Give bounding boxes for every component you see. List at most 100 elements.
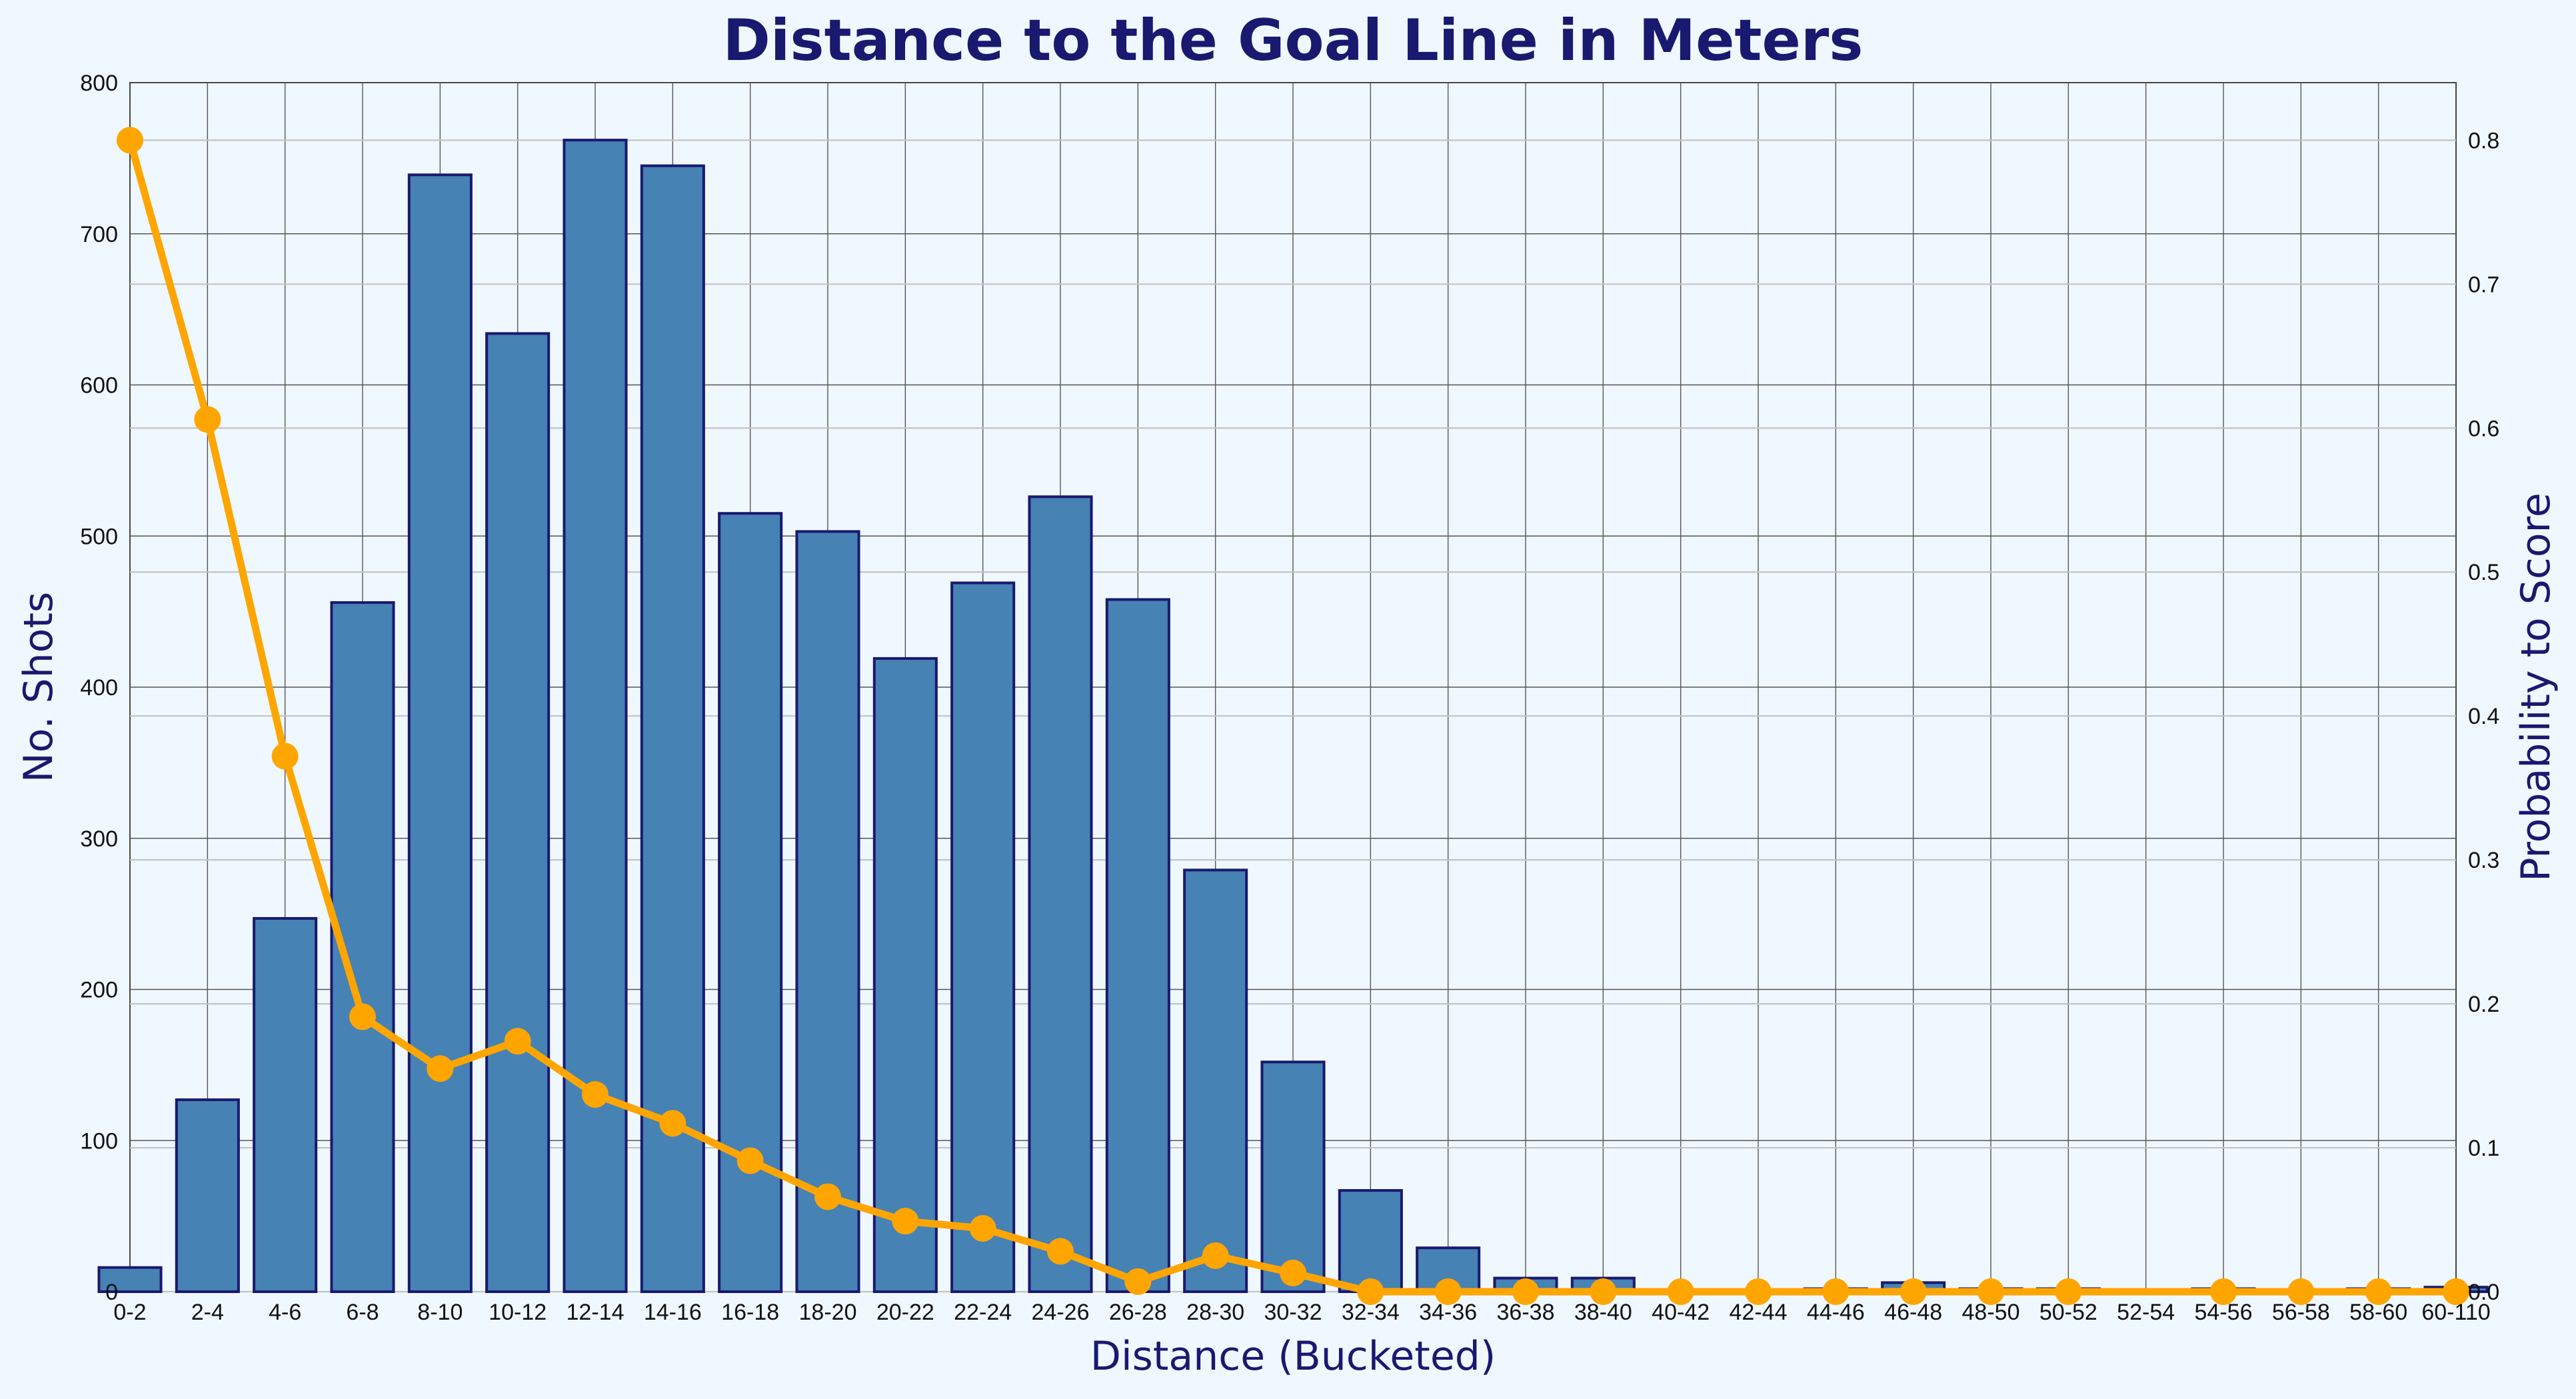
x-tick-label: 6-8 [346,1300,379,1325]
right-y-tick-label: 0.8 [2468,128,2499,153]
bar [1105,598,1170,1293]
bar [97,1266,163,1293]
x-tick-label: 56-58 [2272,1300,2330,1325]
x-tick-label: 48-50 [1962,1300,2020,1325]
x-tick-label: 50-52 [2039,1300,2097,1325]
line-point [659,1110,686,1137]
right-y-tick-label: 0.3 [2468,848,2499,873]
left-y-tick-label: 800 [80,71,118,96]
bar [872,657,938,1293]
line-point [2287,1278,2315,1305]
line-point [736,1147,764,1174]
right-y-axis-label: Probability to Score [2513,493,2559,882]
x-tick-label: 46-48 [1884,1300,1942,1325]
x-tick-label: 14-16 [644,1300,702,1325]
right-y-tick-label: 0.0 [2468,1280,2499,1305]
right-y-tick-label: 0.1 [2468,1136,2499,1161]
line-point [1512,1278,1539,1305]
bar [175,1098,240,1293]
x-tick-label: 40-42 [1652,1300,1710,1325]
x-tick-label: 52-54 [2117,1300,2175,1325]
x-tick-label: 10-12 [489,1300,547,1325]
x-tick-label: 32-34 [1342,1300,1400,1325]
x-axis-label: Distance (Bucketed) [1090,1333,1496,1380]
x-tick-label: 44-46 [1807,1300,1865,1325]
left-y-axis-label: No. Shots [15,592,62,782]
x-tick-label: 34-36 [1419,1300,1477,1325]
line-point [1745,1278,1772,1305]
right-y-tick-label: 0.6 [2468,416,2499,441]
line-point [1822,1278,1850,1305]
line-point [1434,1278,1462,1305]
line-point [1047,1238,1074,1265]
line-point [1280,1259,1306,1286]
x-tick-label: 54-56 [2195,1300,2253,1325]
x-tick-label: 58-60 [2349,1300,2407,1325]
bar [1183,868,1248,1294]
line-point [1357,1278,1384,1305]
x-tick-label: 36-38 [1497,1300,1555,1325]
bar [795,530,860,1293]
line-point [194,406,221,433]
left-y-tick-labels: 0 100 200 300 400 500 600 700 800 [80,71,118,1305]
x-tick-label: 38-40 [1574,1300,1632,1325]
line-point [2055,1278,2082,1305]
bar [640,164,705,1293]
line-point [1124,1268,1152,1295]
x-tick-label: 26-28 [1109,1300,1167,1325]
x-tick-label: 8-10 [417,1300,463,1325]
line-point [1202,1242,1229,1270]
bar [407,173,473,1293]
line-point [2210,1278,2237,1305]
line-point [117,127,143,154]
bar [563,139,628,1293]
line-series [117,127,2469,1305]
line-point [2443,1278,2469,1305]
right-y-tick-labels: 0.0 0.1 0.2 0.3 0.4 0.5 0.6 0.7 0.8 [2468,128,2499,1305]
right-y-tick-label: 0.5 [2468,560,2499,585]
x-tick-label: 42-44 [1730,1300,1788,1325]
left-y-tick-label: 500 [80,524,118,549]
x-tick-label: 22-24 [954,1300,1012,1325]
left-y-tick-label: 0 [105,1280,118,1305]
x-tick-label: 16-18 [721,1300,779,1325]
left-y-tick-label: 700 [80,222,118,247]
chart-title: Distance to the Goal Line in Meters [723,7,1864,74]
bar [1338,1189,1403,1294]
bar [1028,495,1093,1293]
bar [253,916,318,1293]
left-y-tick-label: 100 [80,1128,118,1154]
line-point [1977,1278,2004,1305]
x-tick-labels: 0-2 2-4 4-6 6-8 8-10 10-12 12-14 14-16 16-18 18-2… [113,1300,2490,1325]
x-tick-label: 18-20 [799,1300,857,1325]
x-tick-label: 2-4 [191,1300,224,1325]
line-point [504,1028,531,1055]
x-tick-label: 4-6 [269,1300,301,1325]
left-y-tick-label: 300 [80,826,118,852]
line-point [271,742,299,770]
x-tick-label: 12-14 [567,1300,625,1325]
line-point [892,1208,919,1235]
line-point [582,1081,609,1108]
x-tick-label: 0-2 [113,1300,146,1325]
right-y-tick-label: 0.2 [2468,992,2499,1017]
x-tick-label: 60-110 [2421,1300,2490,1325]
line-point [427,1055,454,1082]
right-y-tick-label: 0.7 [2468,272,2499,297]
line-point [2365,1278,2392,1305]
line-point [1667,1278,1694,1305]
x-tick-label: 24-26 [1032,1300,1090,1325]
x-tick-label: 20-22 [876,1300,934,1325]
right-y-tick-label: 0.4 [2468,704,2499,729]
left-y-tick-label: 600 [80,373,118,399]
x-tick-label: 30-32 [1264,1300,1322,1325]
left-y-tick-label: 400 [80,675,118,700]
bar [1260,1060,1326,1293]
bar [485,332,551,1293]
left-y-tick-label: 200 [80,978,118,1003]
line-point [814,1183,841,1210]
bar [950,581,1016,1293]
line-point [349,1003,376,1030]
line-point [969,1214,996,1242]
